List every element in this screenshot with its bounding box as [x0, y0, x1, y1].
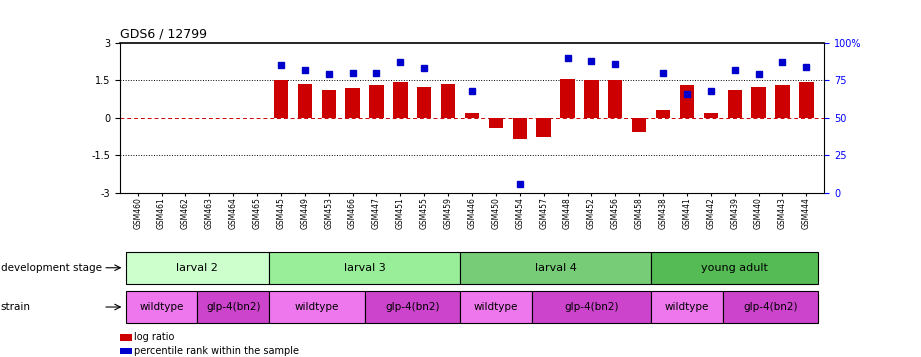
Bar	[632, 118, 647, 132]
Text: glp-4(bn2): glp-4(bn2)	[565, 302, 619, 312]
Bar	[269, 252, 460, 284]
Bar	[651, 252, 819, 284]
Bar	[799, 82, 813, 118]
Bar	[465, 113, 479, 118]
Text: log ratio: log ratio	[134, 332, 175, 342]
Bar	[197, 291, 269, 323]
Bar	[728, 90, 742, 118]
Bar	[321, 90, 336, 118]
Bar	[704, 113, 718, 118]
Text: young adult: young adult	[701, 263, 768, 273]
Bar	[345, 88, 360, 118]
Bar	[608, 80, 623, 118]
Text: larval 2: larval 2	[177, 263, 218, 273]
Text: development stage: development stage	[1, 263, 102, 273]
Text: wildtype: wildtype	[665, 302, 709, 312]
Bar	[125, 291, 197, 323]
Bar	[584, 80, 599, 118]
Bar	[775, 85, 789, 118]
Bar	[651, 291, 723, 323]
Bar	[531, 291, 651, 323]
Text: strain: strain	[1, 302, 31, 312]
Bar	[274, 80, 288, 118]
Bar	[441, 84, 455, 118]
Text: wildtype: wildtype	[295, 302, 339, 312]
Text: glp-4(bn2): glp-4(bn2)	[206, 302, 261, 312]
Bar	[125, 252, 269, 284]
Bar	[680, 85, 694, 118]
Bar	[269, 291, 365, 323]
Bar	[369, 85, 384, 118]
Bar	[393, 82, 407, 118]
Text: wildtype: wildtype	[473, 302, 519, 312]
Text: larval 3: larval 3	[344, 263, 385, 273]
Bar	[560, 79, 575, 118]
Bar	[460, 252, 651, 284]
Text: percentile rank within the sample: percentile rank within the sample	[134, 346, 299, 356]
Text: glp-4(bn2): glp-4(bn2)	[743, 302, 798, 312]
Bar	[460, 291, 531, 323]
Bar	[723, 291, 819, 323]
Bar	[513, 118, 527, 139]
Text: larval 4: larval 4	[535, 263, 577, 273]
Bar	[489, 118, 503, 128]
Bar	[417, 86, 431, 118]
Text: glp-4(bn2): glp-4(bn2)	[385, 302, 439, 312]
Text: wildtype: wildtype	[139, 302, 183, 312]
Bar	[297, 84, 312, 118]
Bar	[656, 110, 670, 118]
Bar	[365, 291, 460, 323]
Text: GDS6 / 12799: GDS6 / 12799	[120, 27, 206, 40]
Bar	[537, 118, 551, 137]
Bar	[752, 86, 765, 118]
